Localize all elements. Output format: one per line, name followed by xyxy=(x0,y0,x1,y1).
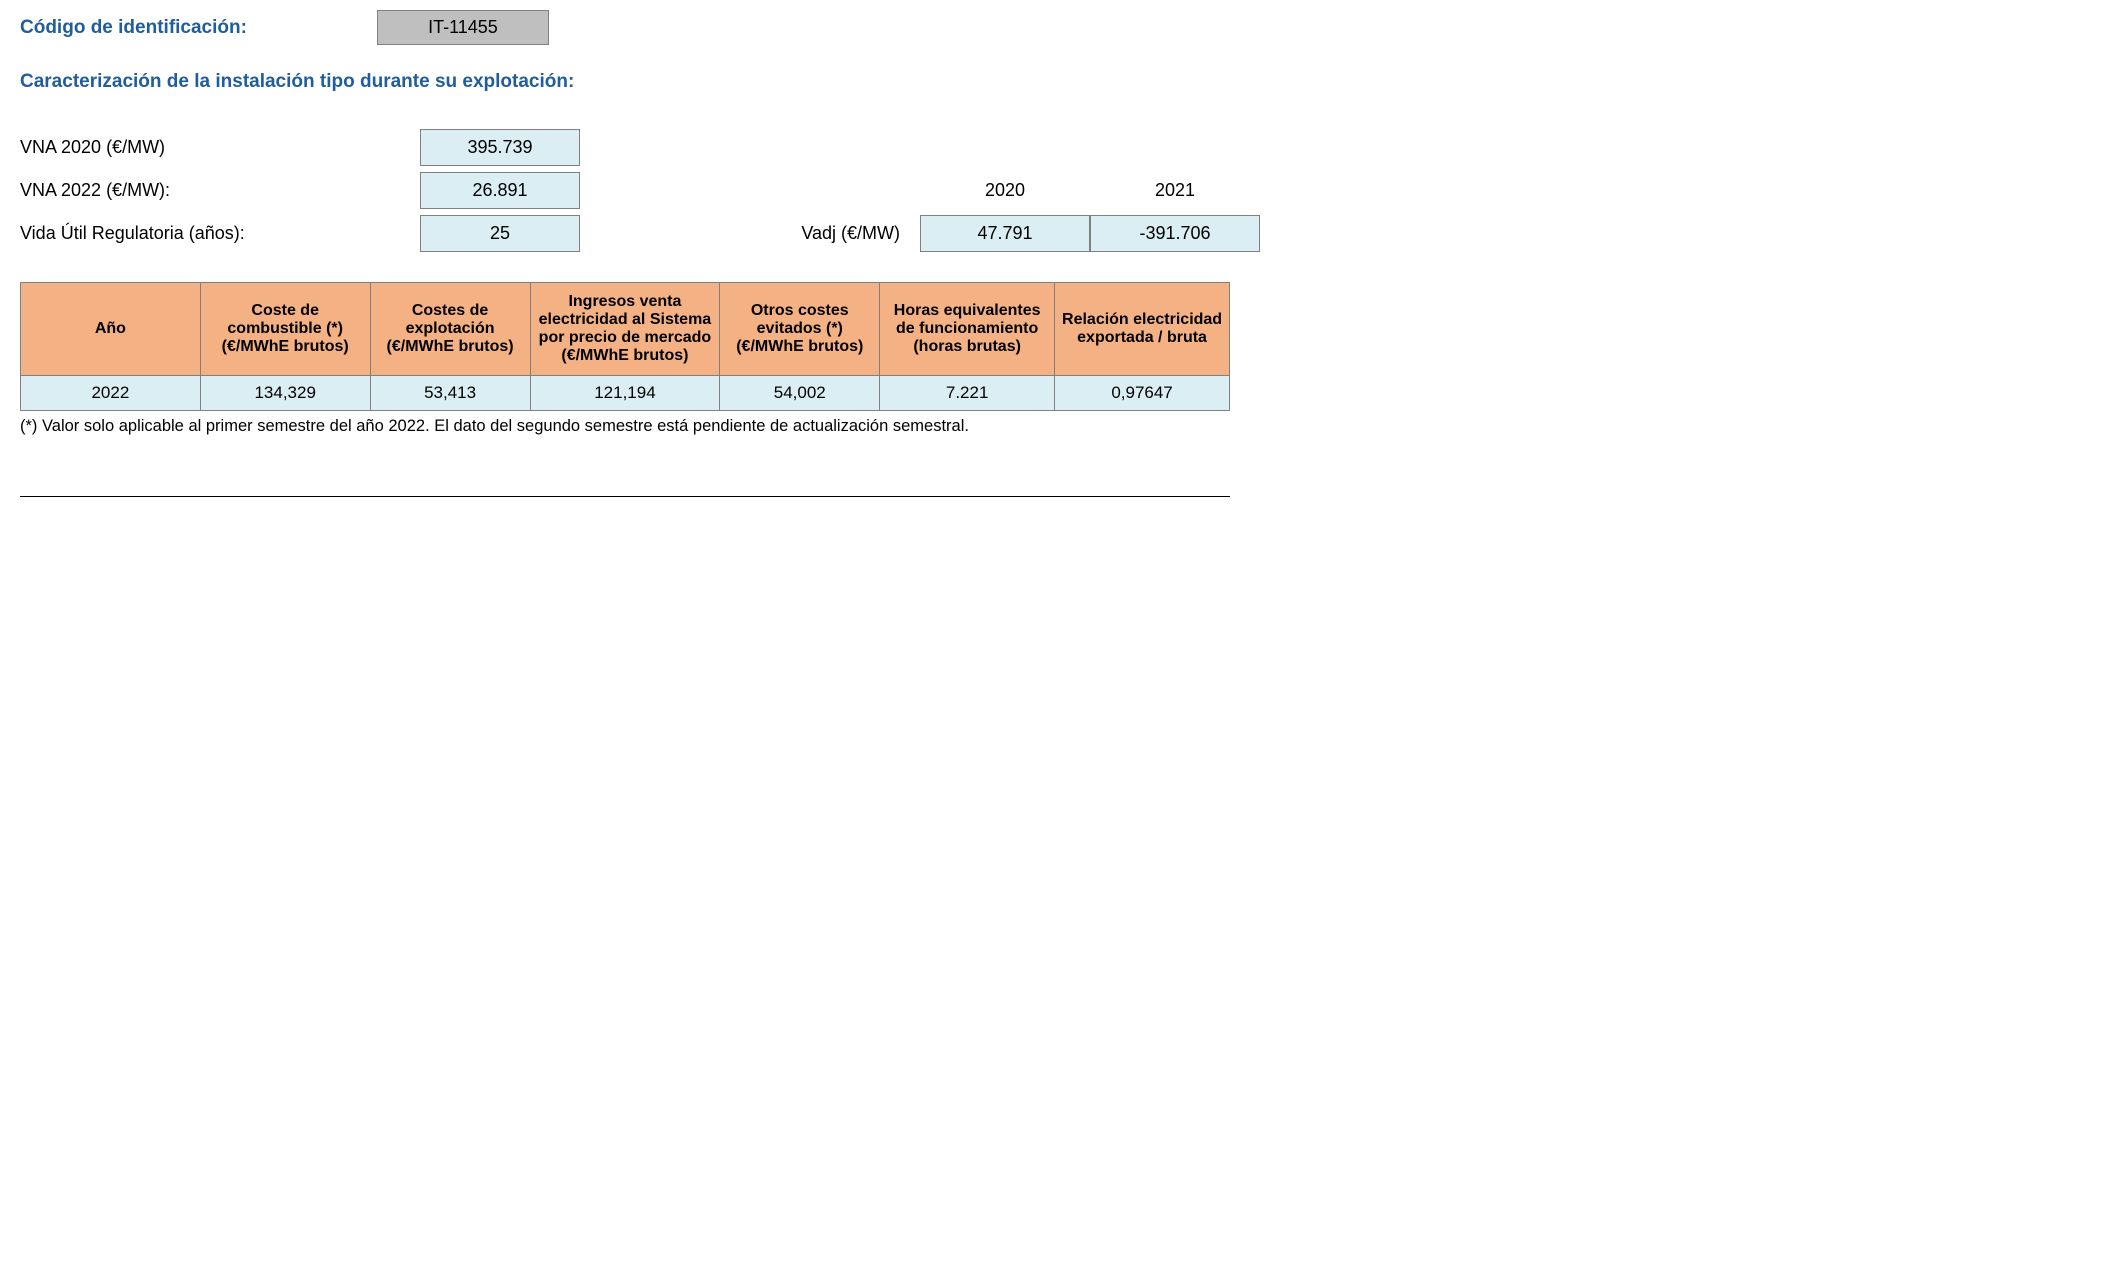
vadj-year2-value: -391.706 xyxy=(1090,215,1260,252)
col-eq-hours: Horas equivalentes de funcionamiento (ho… xyxy=(880,283,1055,376)
vida-label: Vida Útil Regulatoria (años): xyxy=(20,223,420,244)
code-label: Código de identificación: xyxy=(20,17,247,39)
vna2020-label: VNA 2020 (€/MW) xyxy=(20,137,420,158)
params-grid: VNA 2020 (€/MW) 395.739 VNA 2022 (€/MW):… xyxy=(20,129,2106,252)
cell-fuel-cost: 134,329 xyxy=(200,376,370,411)
cell-year: 2022 xyxy=(21,376,201,411)
cell-income: 121,194 xyxy=(530,376,720,411)
col-op-cost: Costes de explotación (€/MWhE brutos) xyxy=(370,283,530,376)
table-row: 2022 134,329 53,413 121,194 54,002 7.221… xyxy=(21,376,1230,411)
vida-value: 25 xyxy=(420,215,580,252)
col-ratio: Relación electricidad exportada / bruta xyxy=(1055,283,1230,376)
divider xyxy=(20,496,1230,497)
footnote: (*) Valor solo aplicable al primer semes… xyxy=(20,417,2106,436)
vadj-label: Vadj (€/MW) xyxy=(780,223,920,244)
vadj-year1-header: 2020 xyxy=(920,180,1090,201)
cell-other-avoided: 54,002 xyxy=(720,376,880,411)
cell-ratio: 0,97647 xyxy=(1055,376,1230,411)
col-other-avoided: Otros costes evitados (*) (€/MWhE brutos… xyxy=(720,283,880,376)
vna2020-value: 395.739 xyxy=(420,129,580,166)
vadj-year1-value: 47.791 xyxy=(920,215,1090,252)
cell-op-cost: 53,413 xyxy=(370,376,530,411)
vna2022-value: 26.891 xyxy=(420,172,580,209)
data-table: Año Coste de combustible (*) (€/MWhE bru… xyxy=(20,282,1230,411)
section-title: Caracterización de la instalación tipo d… xyxy=(20,71,2106,93)
vadj-year2-header: 2021 xyxy=(1090,180,1260,201)
col-year: Año xyxy=(21,283,201,376)
col-fuel-cost: Coste de combustible (*) (€/MWhE brutos) xyxy=(200,283,370,376)
col-income: Ingresos venta electricidad al Sistema p… xyxy=(530,283,720,376)
code-value-box: IT-11455 xyxy=(377,10,549,45)
vna2022-label: VNA 2022 (€/MW): xyxy=(20,180,420,201)
table-header-row: Año Coste de combustible (*) (€/MWhE bru… xyxy=(21,283,1230,376)
cell-eq-hours: 7.221 xyxy=(880,376,1055,411)
